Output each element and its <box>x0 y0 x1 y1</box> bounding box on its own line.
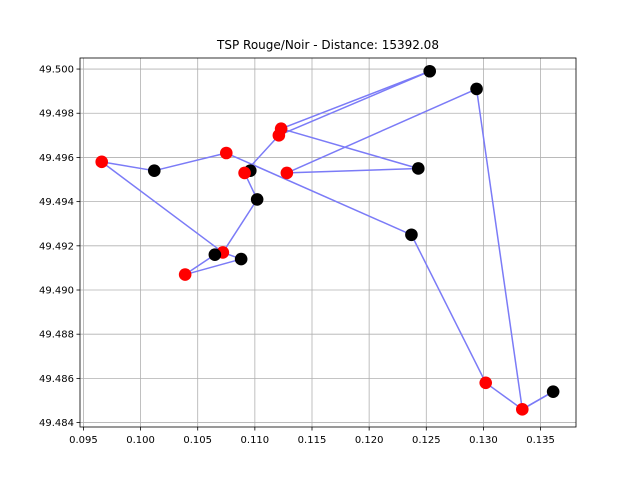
y-tick-label: 49.488 <box>39 330 74 341</box>
red-city-point <box>479 376 493 390</box>
y-tick-label: 49.490 <box>39 286 74 297</box>
y-tick-label: 49.484 <box>39 418 74 429</box>
city-points <box>95 64 560 416</box>
red-city-point <box>238 166 251 180</box>
route-segment <box>280 127 419 170</box>
x-tick-label: 0.135 <box>526 435 555 446</box>
black-city-point <box>250 193 264 206</box>
x-tick-label: 0.105 <box>183 435 212 446</box>
y-tick-label: 49.492 <box>39 241 74 252</box>
grid <box>80 58 576 427</box>
route-segment <box>286 167 419 174</box>
red-city-point <box>515 403 529 416</box>
x-tick-label: 0.130 <box>469 435 498 446</box>
y-tick-label: 49.494 <box>39 197 74 208</box>
black-city-point <box>423 64 437 78</box>
route-segment <box>485 382 523 410</box>
route-lines <box>101 70 554 410</box>
x-tick-label: 0.100 <box>126 435 155 446</box>
black-city-point <box>411 162 425 175</box>
x-axis: 0.095 0.100 0.105 0.110 0.115 0.120 0.125 0.130… <box>69 427 555 446</box>
y-tick-label: 49.500 <box>39 65 74 76</box>
route-segment <box>280 70 430 130</box>
red-city-point <box>280 166 294 180</box>
route-segment <box>286 88 477 174</box>
chart-title: TSP Rouge/Noir - Distance: 15392.08 <box>216 38 439 52</box>
route-segment <box>225 152 412 236</box>
route-segment <box>184 258 242 276</box>
x-tick-label: 0.115 <box>298 435 327 446</box>
plot-frame <box>79 57 577 428</box>
route-segment <box>101 161 224 254</box>
route-segment <box>101 161 155 172</box>
route-segment <box>410 234 487 384</box>
y-tick-label: 49.496 <box>39 153 74 164</box>
route-segment <box>475 88 524 410</box>
black-city-point <box>147 164 161 177</box>
x-tick-label: 0.095 <box>69 435 98 446</box>
red-city-point <box>219 146 233 160</box>
red-city-point <box>272 129 286 142</box>
x-tick-label: 0.125 <box>412 435 441 446</box>
red-city-point <box>178 268 192 281</box>
y-tick-label: 49.486 <box>39 374 74 385</box>
x-tick-label: 0.120 <box>355 435 384 446</box>
y-axis: 49.484 49.486 49.488 49.490 49.492 49.494 49.4… <box>39 65 80 429</box>
black-city-point <box>470 82 483 96</box>
black-city-point <box>405 228 418 242</box>
black-city-point <box>208 248 222 261</box>
y-tick-label: 49.498 <box>39 109 74 120</box>
route-segment <box>154 152 227 172</box>
route-segment <box>222 199 258 253</box>
black-city-point <box>234 252 248 266</box>
x-tick-label: 0.110 <box>241 435 270 446</box>
black-city-point <box>546 385 560 398</box>
red-city-point <box>95 155 109 169</box>
route-segment <box>278 70 431 137</box>
